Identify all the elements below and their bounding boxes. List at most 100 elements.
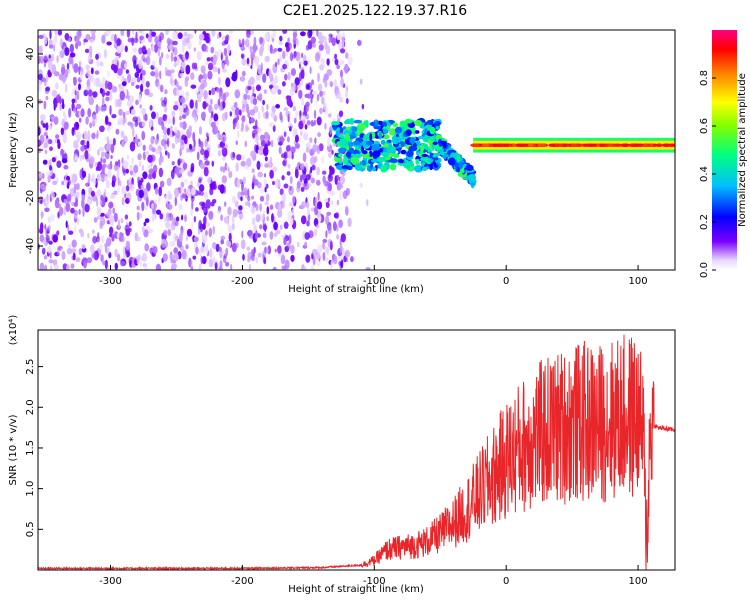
heatmap-cell xyxy=(193,236,199,242)
heatmap-cell xyxy=(314,52,320,62)
heatmap-cell xyxy=(73,183,77,194)
heatmap-cell xyxy=(279,224,283,230)
heatmap-cell xyxy=(99,200,103,206)
heatmap-cell xyxy=(361,103,365,110)
heatmap-cell xyxy=(173,104,179,111)
heatmap-cell xyxy=(109,105,112,115)
heatmap-cell xyxy=(261,241,267,246)
heatmap-cell xyxy=(403,161,411,169)
heatmap-cell xyxy=(362,150,368,155)
heatmap-cell xyxy=(121,260,126,266)
heatmap-cell xyxy=(277,47,283,52)
heatmap-cell xyxy=(328,152,332,159)
heatmap-cell xyxy=(265,110,269,120)
heatmap-cell xyxy=(253,45,257,51)
heatmap-cell xyxy=(663,143,671,147)
heatmap-cell xyxy=(160,84,164,93)
heatmap-cell xyxy=(285,46,290,53)
heatmap-cell xyxy=(159,213,164,220)
heatmap-cell xyxy=(132,127,135,138)
heatmap-cell xyxy=(71,239,77,248)
heatmap-cell xyxy=(389,158,398,163)
heatmap-cell xyxy=(44,78,47,87)
heatmap-cell xyxy=(384,134,389,140)
heatmap-cell xyxy=(67,193,72,202)
heatmap-cell xyxy=(101,165,105,175)
heatmap-cell xyxy=(314,205,319,216)
heatmap-cell xyxy=(39,234,44,242)
heatmap-cell xyxy=(231,214,235,224)
heatmap-cell xyxy=(304,241,307,247)
heatmap-cell xyxy=(66,264,70,270)
heatmap-cell xyxy=(222,100,226,109)
heatmap-cell xyxy=(173,247,178,255)
heatmap-cell xyxy=(53,36,57,46)
heatmap-cell xyxy=(325,215,330,226)
heatmap-cell xyxy=(104,259,108,270)
x-tick-label: -100 xyxy=(363,576,386,587)
heatmap-cell xyxy=(181,114,187,119)
heatmap-cell xyxy=(76,34,80,42)
heatmap-cell xyxy=(136,205,140,211)
heatmap-cell xyxy=(249,46,253,53)
heatmap-cell xyxy=(185,244,189,250)
heatmap-cell xyxy=(51,116,54,123)
heatmap-cell xyxy=(247,188,250,197)
heatmap-cell xyxy=(527,143,534,147)
heatmap-cell xyxy=(144,88,150,96)
heatmap-cell xyxy=(45,73,49,83)
heatmap-cell xyxy=(71,59,74,69)
heatmap-cell xyxy=(185,37,190,44)
heatmap-cell xyxy=(241,58,247,66)
heatmap-cell xyxy=(184,76,190,82)
heatmap-cell xyxy=(222,136,225,144)
heatmap-cell xyxy=(62,133,67,144)
heatmap-cell xyxy=(178,233,183,242)
heatmap-cell xyxy=(153,203,157,209)
heatmap-cell xyxy=(212,256,216,266)
heatmap-cell xyxy=(201,256,207,265)
heatmap-cell xyxy=(104,243,108,254)
heatmap-cell xyxy=(181,193,186,199)
heatmap-cell xyxy=(281,193,287,203)
heatmap-cell xyxy=(248,202,251,208)
heatmap-cell xyxy=(85,182,90,187)
heatmap-cell xyxy=(306,84,310,90)
heatmap-cell xyxy=(211,30,216,37)
heatmap-cell xyxy=(103,49,107,59)
heatmap-cell xyxy=(303,60,308,66)
heatmap-cell xyxy=(293,117,297,124)
heatmap-cell xyxy=(245,38,250,48)
heatmap-cell xyxy=(331,121,340,126)
colorbar-tick-label: 0.4 xyxy=(699,166,710,182)
heatmap-cell xyxy=(470,182,476,187)
heatmap-cell xyxy=(245,126,250,131)
heatmap-cell xyxy=(269,204,274,210)
heatmap-cell xyxy=(271,87,277,95)
heatmap-cell xyxy=(638,143,643,147)
heatmap-cell xyxy=(114,262,119,270)
heatmap-cell xyxy=(131,81,135,87)
heatmap-cell xyxy=(167,193,173,200)
heatmap-cell xyxy=(374,121,379,127)
heatmap-cell xyxy=(61,98,64,104)
heatmap-cell xyxy=(99,220,103,229)
heatmap-cell xyxy=(278,141,283,146)
heatmap-cell xyxy=(254,56,259,67)
heatmap-cell xyxy=(331,37,336,46)
heatmap-cell xyxy=(482,143,490,147)
heatmap-cell xyxy=(71,88,75,97)
heatmap-cell xyxy=(69,52,76,58)
heatmap-cell xyxy=(386,146,394,154)
spectrogram-y-axis: -40 -20 0 20 40 xyxy=(25,48,43,254)
heatmap-cell xyxy=(324,245,328,254)
heatmap-cell xyxy=(315,224,320,229)
heatmap-cell xyxy=(326,58,330,66)
heatmap-cell xyxy=(312,248,318,256)
heatmap-cell xyxy=(106,70,111,77)
heatmap-cell xyxy=(283,221,289,229)
heatmap-cell xyxy=(124,45,128,53)
heatmap-cell xyxy=(141,201,145,212)
heatmap-cell xyxy=(171,143,175,149)
heatmap-cell xyxy=(179,96,186,104)
